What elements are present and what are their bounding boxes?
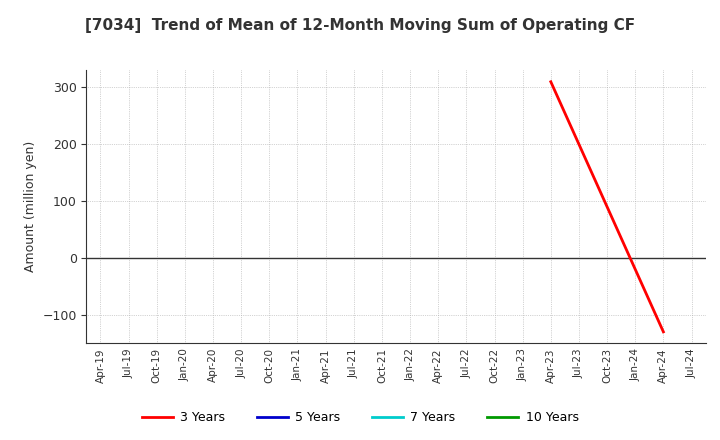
Y-axis label: Amount (million yen): Amount (million yen) bbox=[24, 141, 37, 272]
Legend: 3 Years, 5 Years, 7 Years, 10 Years: 3 Years, 5 Years, 7 Years, 10 Years bbox=[137, 407, 583, 429]
Text: [7034]  Trend of Mean of 12-Month Moving Sum of Operating CF: [7034] Trend of Mean of 12-Month Moving … bbox=[85, 18, 635, 33]
